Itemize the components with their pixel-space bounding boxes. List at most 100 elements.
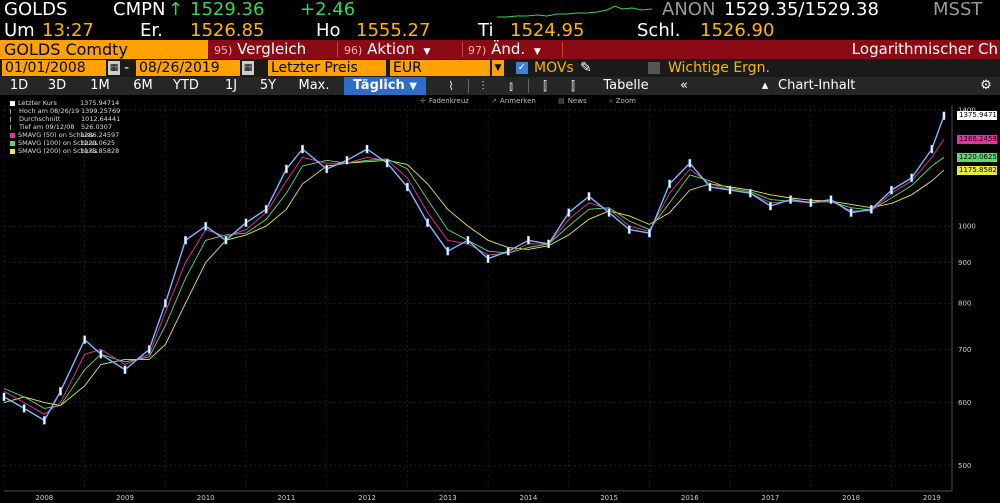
crosshair-icon: ✛ [420, 97, 426, 105]
price-chart[interactable]: 500 600 700 800 900 1000 1400 2008 2009 2010 2011… [0, 95, 1000, 503]
period-max[interactable]: Max. [298, 78, 330, 93]
x-tick-label: 2017 [762, 494, 780, 502]
x-tick-label: 2009 [116, 494, 134, 502]
price-candle [426, 218, 430, 227]
legend-value: 1286.24597 [80, 131, 120, 139]
price-candle [284, 164, 288, 174]
legend-item: SMAVG (200) on Schluss1175.85828 [10, 147, 120, 155]
divider [562, 42, 563, 57]
price-candle [930, 144, 934, 154]
chart-area[interactable]: 500 600 700 800 900 1000 1400 2008 2009 2010 2011… [0, 95, 1000, 503]
ticker-symbol[interactable]: GOLDS [4, 0, 68, 20]
movs-checkbox[interactable]: ✓ [516, 62, 528, 74]
price-candle [668, 179, 672, 189]
period-5y[interactable]: 5Y [259, 78, 277, 93]
frequency-select[interactable]: Täglich ▼ [344, 77, 426, 95]
start-date-input[interactable]: 01/01/2008 [2, 60, 106, 76]
price-candle [204, 221, 208, 231]
line-chart-icon[interactable]: ⌇ [448, 79, 454, 93]
chart-title: Logarithmischer Ch [851, 40, 998, 58]
period-6m[interactable]: 6M [133, 78, 153, 93]
price-candle [22, 404, 26, 413]
chevron-down-icon: ▼ [533, 47, 541, 57]
price-tag: 1375.94714 C [957, 111, 1000, 121]
news-tool[interactable]: ▤ News [558, 97, 597, 105]
date-separator: - [124, 60, 130, 76]
series-line-1 [3, 138, 945, 415]
action-button[interactable]: 96) Aktion ▼ [344, 41, 430, 58]
period-1m[interactable]: 1M [90, 78, 110, 93]
candlestick-icon[interactable]: ⫶ [481, 79, 485, 93]
calendar-icon[interactable]: ▦ [108, 61, 120, 75]
bar-chart-icon[interactable]: ⫾ [509, 79, 513, 93]
pencil-icon[interactable]: ✎ [580, 60, 592, 76]
period-ytd[interactable]: YTD [173, 78, 199, 93]
price-candle [748, 188, 752, 198]
price-candle [301, 144, 304, 154]
security-field[interactable]: GOLDS Comdty [0, 40, 208, 59]
legend-swatch [10, 117, 16, 122]
price-candle [769, 201, 772, 211]
divider [462, 42, 463, 57]
currency-select[interactable]: EUR [390, 60, 490, 76]
compare-button[interactable]: 95) Vergleich [214, 41, 306, 58]
calendar-icon[interactable]: ▦ [242, 61, 254, 75]
high-label: Ho [316, 20, 341, 41]
frequency-label: Täglich [352, 78, 405, 93]
command-bar: GOLDS Comdty 95) Vergleich 96) Aktion ▼ … [0, 40, 1000, 59]
hlc-icon[interactable]: ⫿ [571, 79, 575, 93]
crosshair-tool[interactable]: ✛ Fadenkreuz [420, 97, 479, 105]
change-button[interactable]: 97) Änd. ▼ [468, 41, 541, 58]
price-type-select[interactable]: Letzter Preis [268, 60, 386, 76]
legend-label: SMAVG (50) on Schluss [18, 131, 94, 139]
y-tick-label: 1400 [958, 106, 976, 114]
legend-value: 1399.25769 [81, 107, 121, 115]
price-candle [647, 228, 651, 238]
y-tick-label: 500 [958, 462, 971, 470]
open-value: 1526.85 [190, 20, 265, 41]
legend-label: Durchschnitt [19, 115, 61, 123]
price-candle [42, 416, 46, 425]
legend-value: 1375.94714 [80, 99, 120, 107]
price-candle [466, 236, 470, 245]
legend-item: Hoch am 08/26/19 1399.25769 [10, 107, 120, 115]
period-1d[interactable]: 1D [9, 78, 29, 93]
table-button[interactable]: Tabelle [603, 78, 649, 93]
price-candle [869, 205, 873, 214]
price-candle [506, 246, 510, 256]
x-tick-label: 2013 [439, 494, 457, 502]
price-candle [224, 236, 228, 245]
chevron-up-icon[interactable]: ▴ [761, 78, 769, 93]
period-1j[interactable]: 1J [224, 78, 238, 93]
chart-content-button[interactable]: Chart-Inhalt [778, 78, 856, 93]
crosshair-label: Fadenkreuz [428, 97, 469, 105]
gear-icon[interactable]: ⚙ [980, 78, 992, 93]
time-label: Um [4, 20, 35, 41]
price-candle [365, 144, 369, 154]
legend-label: SMAVG (200) on Schluss [18, 147, 98, 155]
price-candle [587, 192, 591, 201]
annotate-tool[interactable]: ↗ Anmerken [491, 97, 546, 105]
low-label: Ti [478, 20, 494, 41]
chevron-down-icon[interactable]: ▼ [492, 60, 504, 76]
price-candle [325, 164, 329, 174]
ohlc-icon[interactable]: ⫿ [543, 79, 547, 93]
pencil-icon: ↗ [491, 97, 498, 105]
events-checkbox[interactable] [648, 62, 660, 74]
period-3d[interactable]: 3D [47, 78, 67, 93]
x-tick-label: 2012 [358, 494, 376, 502]
chevron-down-icon: ▼ [409, 81, 417, 92]
x-tick-label: 2019 [923, 494, 941, 502]
price-candle [526, 236, 530, 245]
price-candle [547, 239, 551, 249]
collapse-icon[interactable]: « [680, 78, 688, 93]
legend-swatch [10, 125, 16, 130]
end-date-input[interactable]: 08/26/2019 [136, 60, 240, 76]
price-candle [405, 182, 409, 192]
change-num: 97) [468, 44, 487, 57]
ticker-exchange: CMPN [113, 0, 166, 20]
legend-swatch [10, 133, 15, 138]
price-candle [607, 208, 611, 217]
price-candle [147, 345, 151, 354]
zoom-tool[interactable]: ⌕ Zoom [609, 97, 646, 105]
